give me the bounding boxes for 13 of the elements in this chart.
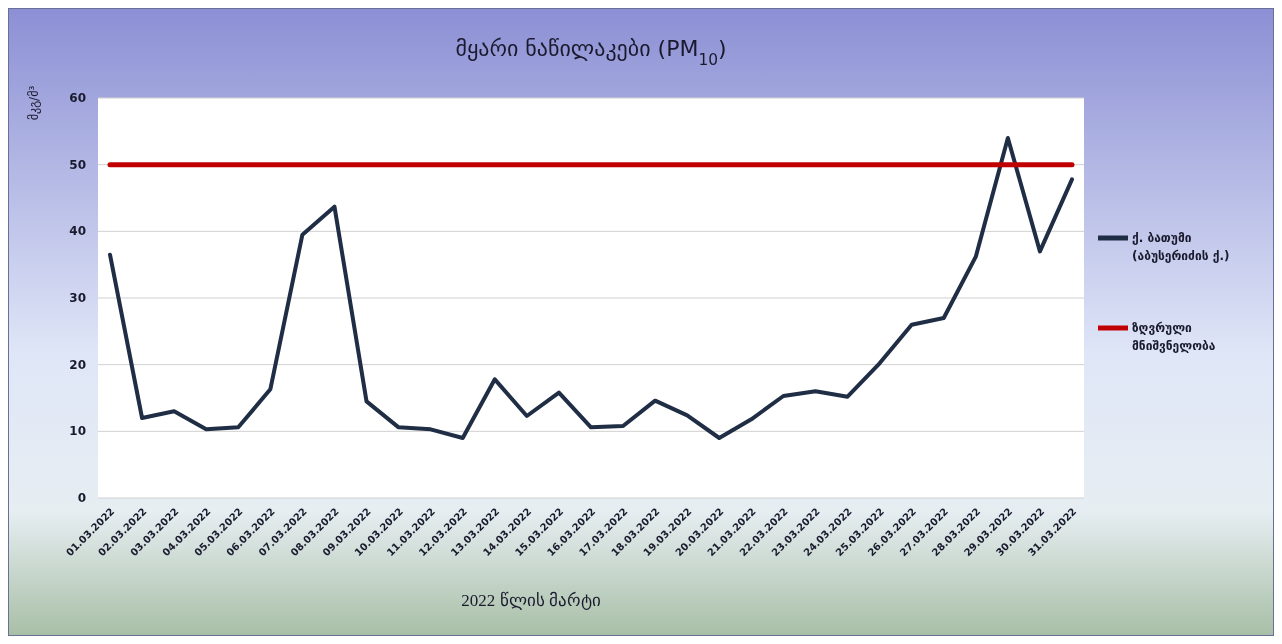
y-axis-title: მკგ/მ³	[27, 85, 41, 121]
legend-label: ზღვრული მნიშვნელობა	[1132, 321, 1216, 353]
chart-title: მყარი ნაწილაკები (PM$_{10}$)	[455, 36, 727, 69]
y-tick-label: 60	[69, 91, 86, 105]
y-tick-label: 10	[69, 424, 86, 439]
y-tick-label: 0	[77, 491, 86, 505]
line-series	[108, 136, 1074, 440]
y-tick-label: 30	[69, 291, 86, 305]
x-axis-title: 2022 წლის მარტი	[461, 591, 601, 611]
y-tick-label: 50	[69, 157, 86, 172]
legend-label: ქ. ბათუმი (აბუსერიძის ქ.)	[1132, 231, 1230, 263]
y-tick-label: 40	[69, 224, 86, 239]
y-tick-label: 20	[69, 357, 86, 372]
